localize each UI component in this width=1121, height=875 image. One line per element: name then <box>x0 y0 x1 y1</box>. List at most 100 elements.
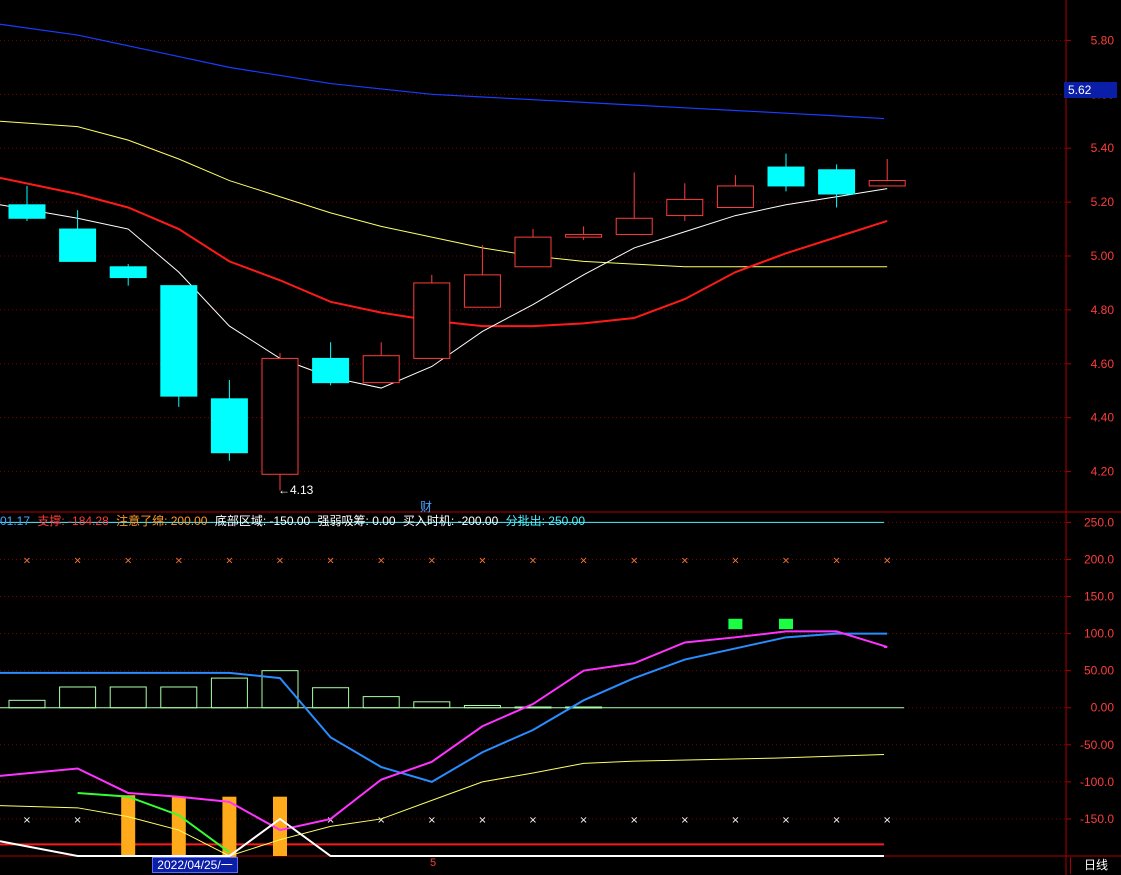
indicator-legend: 01.17 支撑: -184.28 注意了绵: 200.00 底部区域: -15… <box>0 513 589 529</box>
price-tick-label: 4.60 <box>1091 357 1115 371</box>
x-marker: × <box>782 815 790 826</box>
x-marker: × <box>579 555 587 566</box>
blue-line <box>0 632 888 783</box>
price-tick-label: 4.80 <box>1091 303 1115 317</box>
x-marker: × <box>23 815 31 826</box>
current-price-tag: 5.62 <box>1064 82 1117 98</box>
price-tick-label: 4.20 <box>1091 465 1115 479</box>
candle-body <box>413 282 451 359</box>
ma-yellow-line <box>0 120 888 268</box>
hollow-bar <box>160 686 198 709</box>
cursor-mark: 5 <box>430 857 437 869</box>
x-marker: × <box>731 555 739 566</box>
finance-badge[interactable]: 财 <box>420 500 433 514</box>
price-tick-label: 5.20 <box>1091 195 1115 209</box>
indicator-tick-label: 200.0 <box>1084 552 1114 566</box>
x-marker: × <box>832 555 840 566</box>
x-marker: × <box>630 555 638 566</box>
x-marker: × <box>73 815 81 826</box>
legend-item-support: 支撑: -184.28 <box>37 514 109 528</box>
hollow-bar <box>109 686 147 709</box>
hollow-bar <box>59 686 97 709</box>
x-marker: × <box>175 555 183 566</box>
hollow-bar <box>261 670 299 709</box>
x-marker: × <box>326 815 334 826</box>
price-tick-label: 5.40 <box>1091 141 1115 155</box>
indicator-panel: ×××××××××××××××××××××××××××××××××××× <box>0 521 904 864</box>
candle-body <box>261 357 299 475</box>
candle-body <box>210 398 248 454</box>
price-tick-label: 5.00 <box>1091 249 1115 263</box>
hollow-bar <box>463 705 501 709</box>
x-marker: × <box>883 555 891 566</box>
candle-body <box>59 228 97 262</box>
legend-item-sell: 分批出: 250.00 <box>505 514 585 528</box>
orange-bar <box>222 796 237 864</box>
green-line <box>77 791 230 854</box>
magenta-line <box>0 630 888 832</box>
hollow-bar <box>565 706 603 709</box>
ma-red-line <box>0 176 888 328</box>
yellow-line <box>0 753 885 857</box>
x-marker: × <box>377 815 385 826</box>
hollow-bar <box>312 687 350 709</box>
period-tab-daily[interactable]: 日线 <box>1070 857 1121 874</box>
candle-body <box>565 233 603 238</box>
legend-item-buy: 买入时机: -200.00 <box>402 514 499 528</box>
x-marker: × <box>73 555 81 566</box>
white-line <box>0 817 884 857</box>
green-marker <box>728 618 743 630</box>
x-marker: × <box>124 555 132 566</box>
green-marker <box>779 618 793 630</box>
price-tick-label: 5.80 <box>1091 33 1115 47</box>
x-marker: × <box>428 555 436 566</box>
candle-body <box>160 285 198 397</box>
x-marker: × <box>731 815 739 826</box>
x-marker: × <box>529 815 537 826</box>
x-marker: × <box>681 555 689 566</box>
cursor-date: 2022/04/25/一 <box>152 857 238 873</box>
x-marker: × <box>478 815 486 826</box>
axis-labels: 5.805.605.405.205.004.804.604.404.20250.… <box>1080 33 1114 826</box>
x-marker: × <box>630 815 638 826</box>
candle-body <box>716 185 754 208</box>
x-marker: × <box>579 815 587 826</box>
candle-body <box>767 166 805 187</box>
x-marker: × <box>225 555 233 566</box>
legend-item-strength: 强弱吸筹: 0.00 <box>317 514 396 528</box>
x-marker: × <box>428 815 436 826</box>
x-marker: × <box>782 555 790 566</box>
price-tick-label: 4.40 <box>1091 411 1115 425</box>
indicator-tick-label: 100.0 <box>1084 627 1114 641</box>
hollow-bar <box>210 677 248 709</box>
x-marker: × <box>883 815 891 826</box>
x-marker: × <box>529 555 537 566</box>
indicator-tick-label: -150.0 <box>1080 812 1114 826</box>
orange-bar <box>121 795 136 856</box>
x-marker: × <box>276 555 284 566</box>
indicator-tick-label: 0.00 <box>1091 701 1115 715</box>
candle-body <box>109 266 147 279</box>
legend-item-0: 01.17 <box>0 514 31 528</box>
hollow-bar <box>362 696 400 709</box>
ma-white-line <box>0 188 888 389</box>
hollow-bar <box>8 699 46 709</box>
hollow-bar <box>514 706 552 709</box>
candle-body <box>463 274 501 308</box>
orange-bar <box>171 796 186 856</box>
low-price-label: ←4.13 <box>278 483 314 497</box>
x-marker: × <box>23 555 31 566</box>
x-marker: × <box>478 555 486 566</box>
candle-body <box>868 180 906 187</box>
candle-body <box>666 198 704 217</box>
candle-body <box>362 355 400 384</box>
x-marker: × <box>377 555 385 566</box>
candle-body <box>615 217 653 235</box>
hollow-bar <box>413 701 451 709</box>
x-marker: × <box>326 555 334 566</box>
x-marker: × <box>832 815 840 826</box>
indicator-tick-label: 250.0 <box>1084 515 1114 529</box>
indicator-tick-label: 150.0 <box>1084 590 1114 604</box>
